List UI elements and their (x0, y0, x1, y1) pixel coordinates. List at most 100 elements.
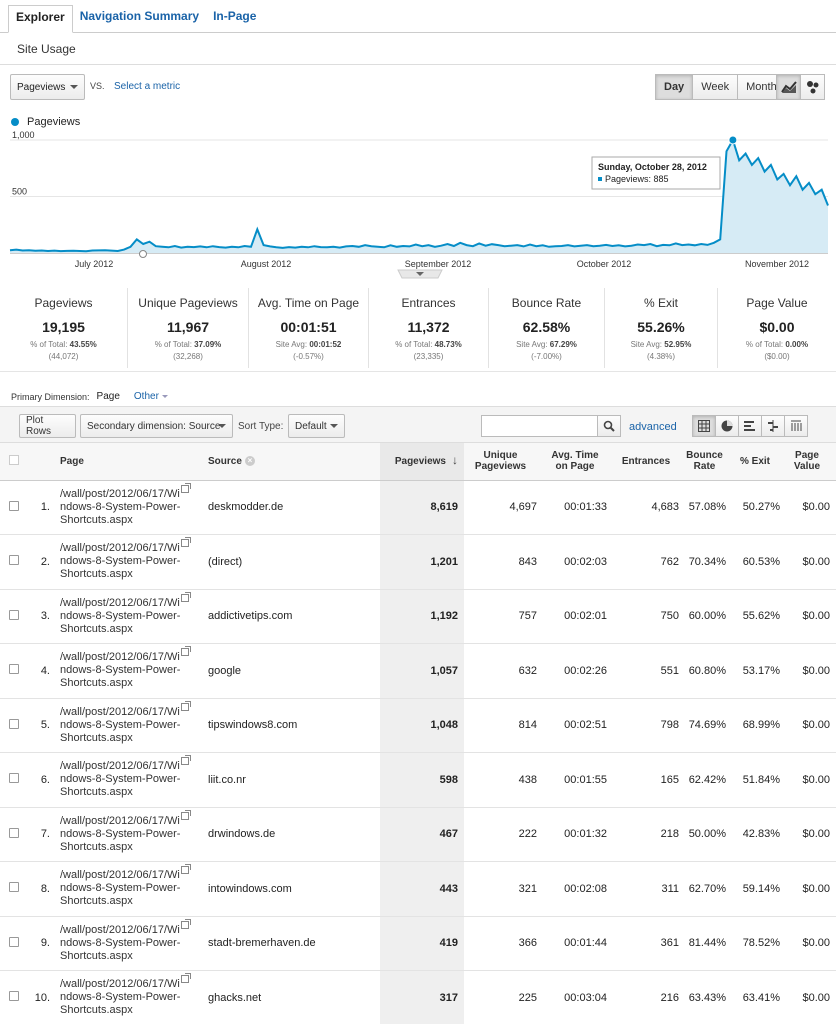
table-header-row: Page Source × Pageviews ↓ Unique Pageviews … (0, 443, 836, 481)
checkbox[interactable] (9, 454, 19, 465)
table-search-input[interactable] (481, 415, 598, 437)
row-page[interactable]: /wall/post/2012/06/17/Wi ndows-8-System-P… (56, 480, 202, 535)
advanced-filter-link[interactable]: advanced (629, 421, 677, 433)
external-link-icon[interactable] (180, 973, 191, 984)
header-unique-pageviews[interactable]: Unique Pageviews (464, 443, 543, 481)
row-page[interactable]: /wall/post/2012/06/17/Wi ndows-8-System-P… (56, 589, 202, 644)
row-select[interactable] (0, 534, 28, 590)
external-link-icon[interactable] (180, 809, 191, 820)
header-source-label: Source (208, 455, 242, 467)
row-page[interactable]: /wall/post/2012/06/17/Wi ndows-8-System-P… (56, 807, 202, 862)
row-source[interactable]: drwindows.de (202, 807, 380, 862)
primary-dimension-other[interactable]: Other (134, 391, 168, 402)
week-button[interactable]: Week (692, 74, 739, 100)
row-select[interactable] (0, 643, 28, 699)
row-page[interactable]: /wall/post/2012/06/17/Wi ndows-8-System-P… (56, 916, 202, 971)
row-select[interactable] (0, 916, 28, 971)
table-row[interactable]: 1./wall/post/2012/06/17/Wi ndows-8-System… (0, 480, 836, 535)
table-row[interactable]: 5./wall/post/2012/06/17/Wi ndows-8-System… (0, 698, 836, 753)
row-page[interactable]: /wall/post/2012/06/17/Wi ndows-8-System-P… (56, 534, 202, 590)
header-bounce-rate[interactable]: Bounce Rate (683, 443, 730, 481)
pivot-view-button[interactable] (784, 415, 808, 437)
table-row[interactable]: 9./wall/post/2012/06/17/Wi ndows-8-System… (0, 916, 836, 971)
table-row[interactable]: 8./wall/post/2012/06/17/Wi ndows-8-System… (0, 861, 836, 917)
row-source[interactable]: ghacks.net (202, 970, 380, 1024)
row-select[interactable] (0, 807, 28, 862)
checkbox[interactable] (9, 773, 19, 784)
row-source[interactable]: addictivetips.com (202, 589, 380, 644)
day-button[interactable]: Day (655, 74, 694, 100)
checkbox[interactable] (9, 664, 19, 675)
comparison-view-button[interactable] (761, 415, 785, 437)
table-view-button[interactable] (692, 415, 716, 437)
subtab-site-usage[interactable]: Site Usage (17, 41, 76, 56)
checkbox[interactable] (9, 609, 19, 620)
row-select[interactable] (0, 752, 28, 808)
row-entrances: 551 (613, 643, 683, 699)
header-pageviews[interactable]: Pageviews ↓ (380, 443, 464, 481)
external-link-icon[interactable] (180, 918, 191, 929)
pie-view-button[interactable] (715, 415, 739, 437)
external-link-icon[interactable] (180, 755, 191, 766)
remove-dimension-icon[interactable]: × (244, 456, 255, 467)
row-page[interactable]: /wall/post/2012/06/17/Wi ndows-8-System-P… (56, 970, 202, 1024)
row-select[interactable] (0, 698, 28, 753)
checkbox[interactable] (9, 991, 19, 1002)
line-chart-button[interactable] (776, 74, 801, 100)
checkbox[interactable] (9, 936, 19, 947)
external-link-icon[interactable] (180, 864, 191, 875)
checkbox[interactable] (9, 718, 19, 729)
external-link-icon[interactable] (180, 646, 191, 657)
motion-chart-button[interactable] (800, 74, 825, 100)
row-page[interactable]: /wall/post/2012/06/17/Wi ndows-8-System-P… (56, 643, 202, 699)
row-select[interactable] (0, 480, 28, 535)
table-row[interactable]: 3./wall/post/2012/06/17/Wi ndows-8-System… (0, 589, 836, 644)
tab-in-page[interactable]: In-Page (213, 8, 257, 23)
header-page[interactable]: Page (56, 443, 202, 481)
table-row[interactable]: 10./wall/post/2012/06/17/Wi ndows-8-Syste… (0, 970, 836, 1024)
header-exit[interactable]: % Exit (730, 443, 784, 481)
checkbox[interactable] (9, 500, 19, 511)
header-page-value[interactable]: Page Value (784, 443, 836, 481)
row-source[interactable]: stadt-bremerhaven.de (202, 916, 380, 971)
row-source[interactable]: intowindows.com (202, 861, 380, 917)
row-source[interactable]: (direct) (202, 534, 380, 590)
row-page[interactable]: /wall/post/2012/06/17/Wi ndows-8-System-P… (56, 698, 202, 753)
select-metric-link[interactable]: Select a metric (114, 81, 181, 92)
external-link-icon[interactable] (180, 537, 191, 548)
search-button[interactable] (597, 415, 621, 437)
row-select[interactable] (0, 589, 28, 644)
checkbox[interactable] (9, 882, 19, 893)
tab-navigation-summary[interactable]: Navigation Summary (79, 8, 200, 23)
table-row[interactable]: 7./wall/post/2012/06/17/Wi ndows-8-System… (0, 807, 836, 862)
sort-type-select[interactable]: Default (288, 414, 345, 438)
secondary-dimension-select[interactable]: Secondary dimension: Source (80, 414, 233, 438)
table-row[interactable]: 2./wall/post/2012/06/17/Wi ndows-8-System… (0, 534, 836, 590)
scorecard-avg-time: Avg. Time on Page 00:01:51 Site Avg: 00:… (249, 288, 369, 368)
pageviews-chart[interactable]: 1,000 500 July 2012 August 2012 September 20… (0, 130, 836, 280)
external-link-icon[interactable] (180, 482, 191, 493)
table-row[interactable]: 6./wall/post/2012/06/17/Wi ndows-8-System… (0, 752, 836, 808)
primary-dimension-page[interactable]: Page (96, 391, 120, 402)
row-select[interactable] (0, 970, 28, 1024)
row-source[interactable]: deskmodder.de (202, 480, 380, 535)
tab-explorer[interactable]: Explorer (8, 5, 73, 33)
header-source[interactable]: Source × (202, 443, 380, 481)
row-source[interactable]: google (202, 643, 380, 699)
row-page[interactable]: /wall/post/2012/06/17/Wi ndows-8-System-P… (56, 861, 202, 917)
checkbox[interactable] (9, 827, 19, 838)
row-page[interactable]: /wall/post/2012/06/17/Wi ndows-8-System-P… (56, 752, 202, 808)
row-source[interactable]: tipswindows8.com (202, 698, 380, 753)
header-entrances[interactable]: Entrances (613, 443, 683, 481)
external-link-icon[interactable] (180, 700, 191, 711)
plot-rows-button[interactable]: Plot Rows (19, 414, 76, 438)
checkbox[interactable] (9, 555, 19, 566)
performance-view-button[interactable] (738, 415, 762, 437)
external-link-icon[interactable] (180, 591, 191, 602)
table-row[interactable]: 4./wall/post/2012/06/17/Wi ndows-8-System… (0, 643, 836, 699)
metric-select[interactable]: Pageviews (10, 74, 85, 100)
header-avg-time[interactable]: Avg. Time on Page (543, 443, 613, 481)
row-select[interactable] (0, 861, 28, 917)
header-select-all[interactable] (0, 443, 28, 481)
row-source[interactable]: liit.co.nr (202, 752, 380, 808)
